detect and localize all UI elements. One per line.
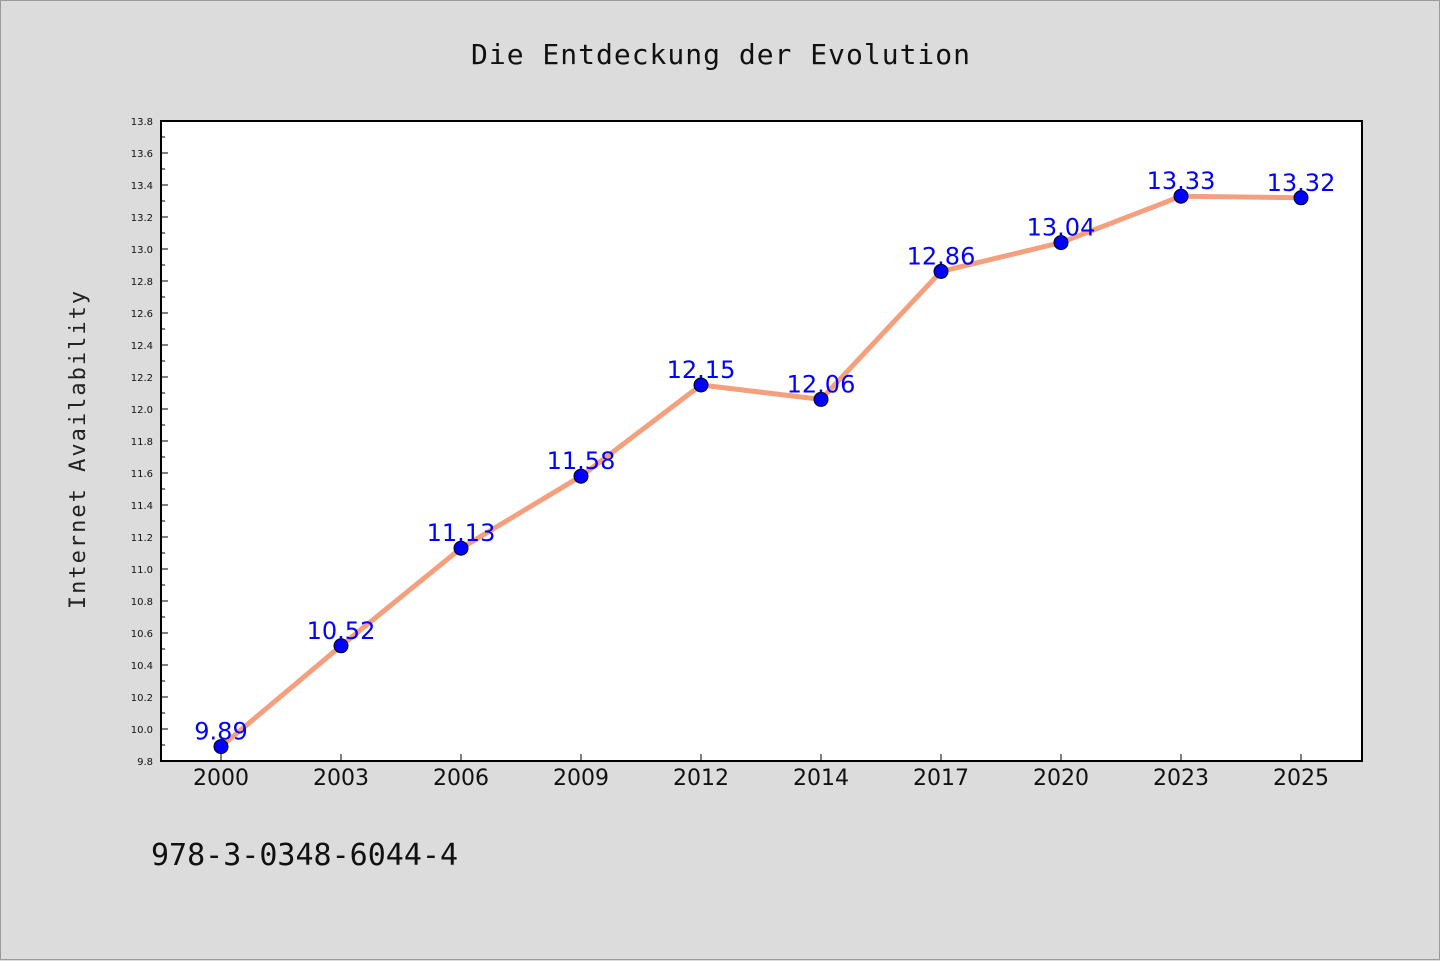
x-tick-label: 2023 [1153,766,1209,791]
data-label: 13.04 [1027,214,1096,242]
y-tick-label: 13.2 [131,213,153,224]
x-tick-label: 2017 [913,766,969,791]
series-line [218,193,1304,750]
data-point [453,540,469,556]
y-tick-label: 13.8 [131,117,153,128]
data-point [1053,235,1069,251]
x-axis: 2000 2003 2006 2009 2012 2014 2017 2020 2023 2025 [193,754,1329,791]
y-tick-label: 11.0 [131,565,153,576]
y-tick-label: 12.6 [131,309,153,320]
y-tick-label: 11.4 [131,501,153,512]
data-markers [213,188,1309,755]
chart-title: Die Entdeckung der Evolution [471,38,971,71]
plot-area [160,120,1363,762]
data-point [933,263,949,279]
isbn-text: 978-3-0348-6044-4 [151,838,458,873]
x-tick-label: 2009 [553,766,609,791]
y-tick-label: 11.6 [131,469,153,480]
y-tick-label: 11.2 [131,533,153,544]
data-label: 9.89 [194,718,247,746]
y-tick-label: 9.8 [137,757,153,768]
x-tick-label: 2006 [433,766,489,791]
y-tick-label: 12.2 [131,373,153,384]
data-labels: 9.89 10.52 11.13 11.58 12.15 12.06 12.86 13.04 1… [194,167,1335,745]
data-label: 11.13 [427,519,496,547]
x-tick-label: 2000 [193,766,249,791]
y-tick-label: 13.0 [131,245,153,256]
data-label: 12.15 [667,356,736,384]
data-point [1173,188,1189,204]
y-tick-label: 10.0 [131,725,153,736]
y-tick-label: 10.8 [131,597,153,608]
x-tick-label: 2012 [673,766,729,791]
data-point [333,638,349,654]
y-tick-label: 13.4 [131,181,153,192]
data-point [213,739,229,755]
y-axis: 9.8 10.0 10.2 10.4 10.6 10.8 11.0 11.2 11.4 11.6 1… [131,117,168,768]
x-tick-label: 2014 [793,766,849,791]
data-label: 12.06 [787,370,856,398]
y-axis-label: Internet Availability [66,289,91,609]
data-label: 10.52 [307,617,376,645]
data-point [1293,190,1309,206]
data-label: 12.86 [907,242,976,270]
y-tick-label: 10.2 [131,693,153,704]
y-tick-label: 12.8 [131,277,153,288]
data-point [813,391,829,407]
x-tick-label: 2020 [1033,766,1089,791]
data-label: 11.58 [547,447,616,475]
y-tick-label: 11.8 [131,437,153,448]
data-label: 13.32 [1267,169,1336,197]
y-tick-label: 12.4 [131,341,153,352]
series-line-group [218,193,1304,750]
x-tick-label: 2025 [1273,766,1329,791]
y-tick-label: 10.6 [131,629,153,640]
y-tick-label: 12.0 [131,405,153,416]
data-point [693,377,709,393]
data-point [573,468,589,484]
data-label: 13.33 [1147,167,1216,195]
y-tick-label: 10.4 [131,661,153,672]
y-tick-label: 13.6 [131,149,153,160]
x-tick-label: 2003 [313,766,369,791]
